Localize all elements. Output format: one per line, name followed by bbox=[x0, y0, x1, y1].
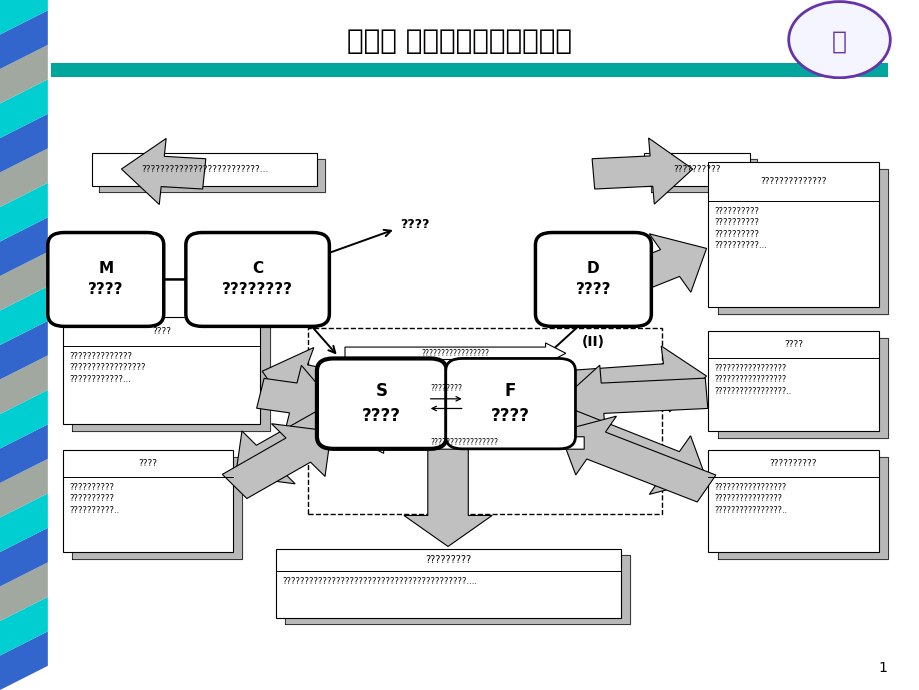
Polygon shape bbox=[99, 159, 324, 192]
Polygon shape bbox=[235, 408, 345, 484]
Polygon shape bbox=[72, 324, 269, 431]
Bar bbox=[62, 450, 233, 552]
Text: (II): (II) bbox=[582, 335, 605, 348]
Text: F
????: F ???? bbox=[491, 382, 529, 425]
Polygon shape bbox=[0, 148, 48, 207]
Text: ??????????: ?????????? bbox=[769, 459, 816, 469]
Polygon shape bbox=[0, 493, 48, 552]
Polygon shape bbox=[403, 436, 492, 546]
Text: ?????????????????????????...: ?????????????????????????... bbox=[141, 165, 268, 175]
Bar bbox=[643, 153, 749, 186]
Polygon shape bbox=[0, 321, 48, 380]
Text: ????: ???? bbox=[783, 340, 802, 349]
Polygon shape bbox=[0, 390, 48, 448]
Polygon shape bbox=[717, 338, 887, 438]
Polygon shape bbox=[0, 459, 48, 518]
Polygon shape bbox=[0, 528, 48, 586]
Polygon shape bbox=[628, 234, 706, 293]
Text: ????: ???? bbox=[152, 327, 171, 336]
Text: ?????????????????: ????????????????? bbox=[430, 438, 498, 448]
Polygon shape bbox=[0, 0, 48, 34]
Polygon shape bbox=[0, 562, 48, 621]
Polygon shape bbox=[559, 416, 715, 502]
Polygon shape bbox=[0, 286, 48, 345]
Text: 第八章 现代智能故障论断技术: 第八章 现代智能故障论断技术 bbox=[347, 28, 572, 55]
Text: ??????????: ?????????? bbox=[673, 165, 720, 175]
Polygon shape bbox=[557, 346, 706, 412]
Text: S
????: S ???? bbox=[362, 382, 401, 425]
Polygon shape bbox=[0, 597, 48, 656]
Text: ??????????
??????????
??????????
??????????...: ?????????? ?????????? ?????????? ???????… bbox=[714, 207, 766, 250]
Text: ?????????????????
?????????????????
?????????????????..: ????????????????? ????????????????? ????… bbox=[714, 364, 791, 395]
Bar bbox=[308, 328, 662, 514]
Polygon shape bbox=[0, 45, 48, 104]
Text: ??????????????
?????????????????
????????????...: ?????????????? ????????????????? ???????… bbox=[69, 352, 145, 384]
Text: ????: ???? bbox=[138, 459, 157, 469]
Polygon shape bbox=[0, 355, 48, 414]
Polygon shape bbox=[256, 366, 334, 431]
FancyArrow shape bbox=[345, 343, 565, 364]
Text: 飞: 飞 bbox=[831, 29, 846, 53]
FancyBboxPatch shape bbox=[186, 233, 329, 326]
Bar bbox=[51, 63, 887, 77]
Bar bbox=[92, 153, 317, 186]
Bar bbox=[276, 549, 620, 618]
Polygon shape bbox=[0, 79, 48, 138]
Bar bbox=[708, 331, 878, 431]
Bar bbox=[62, 317, 260, 424]
Polygon shape bbox=[561, 365, 707, 431]
Text: ?????????: ????????? bbox=[425, 555, 471, 565]
Text: D
????: D ???? bbox=[575, 262, 610, 297]
Polygon shape bbox=[592, 138, 692, 204]
Text: ??????????????: ?????????????? bbox=[759, 177, 826, 186]
Text: ????: ???? bbox=[400, 218, 429, 230]
Text: C
????????: C ???????? bbox=[221, 262, 293, 297]
Text: ?????????????????
????????????????
????????????????..: ????????????????? ???????????????? ?????… bbox=[714, 483, 787, 515]
Polygon shape bbox=[0, 631, 48, 690]
Text: M
????: M ???? bbox=[88, 262, 123, 297]
Circle shape bbox=[788, 1, 890, 78]
FancyBboxPatch shape bbox=[446, 359, 575, 449]
FancyBboxPatch shape bbox=[316, 359, 446, 449]
Polygon shape bbox=[651, 159, 756, 192]
Polygon shape bbox=[72, 457, 242, 559]
Polygon shape bbox=[0, 217, 48, 276]
Polygon shape bbox=[0, 424, 48, 483]
Polygon shape bbox=[549, 408, 706, 494]
FancyBboxPatch shape bbox=[48, 233, 164, 326]
Polygon shape bbox=[121, 139, 206, 204]
Polygon shape bbox=[262, 348, 341, 411]
Polygon shape bbox=[0, 183, 48, 242]
Bar bbox=[708, 162, 878, 307]
Polygon shape bbox=[717, 457, 887, 559]
FancyArrow shape bbox=[363, 433, 584, 453]
Polygon shape bbox=[717, 169, 887, 314]
Polygon shape bbox=[0, 114, 48, 172]
Text: 1: 1 bbox=[878, 661, 887, 675]
Text: ??????????
??????????
??????????..: ?????????? ?????????? ??????????.. bbox=[69, 483, 119, 515]
Text: ????: ???? bbox=[267, 244, 296, 256]
Polygon shape bbox=[285, 555, 630, 624]
Polygon shape bbox=[0, 252, 48, 310]
Text: (I): (I) bbox=[96, 335, 115, 348]
Bar bbox=[708, 450, 878, 552]
Text: ????????: ???????? bbox=[430, 384, 461, 393]
Text: ?????????????????: ????????????????? bbox=[421, 348, 489, 358]
Polygon shape bbox=[222, 424, 331, 498]
FancyBboxPatch shape bbox=[535, 233, 651, 326]
Text: ?????????????????????????????????????????....: ????????????????????????????????????????… bbox=[282, 577, 477, 586]
Polygon shape bbox=[0, 10, 48, 69]
